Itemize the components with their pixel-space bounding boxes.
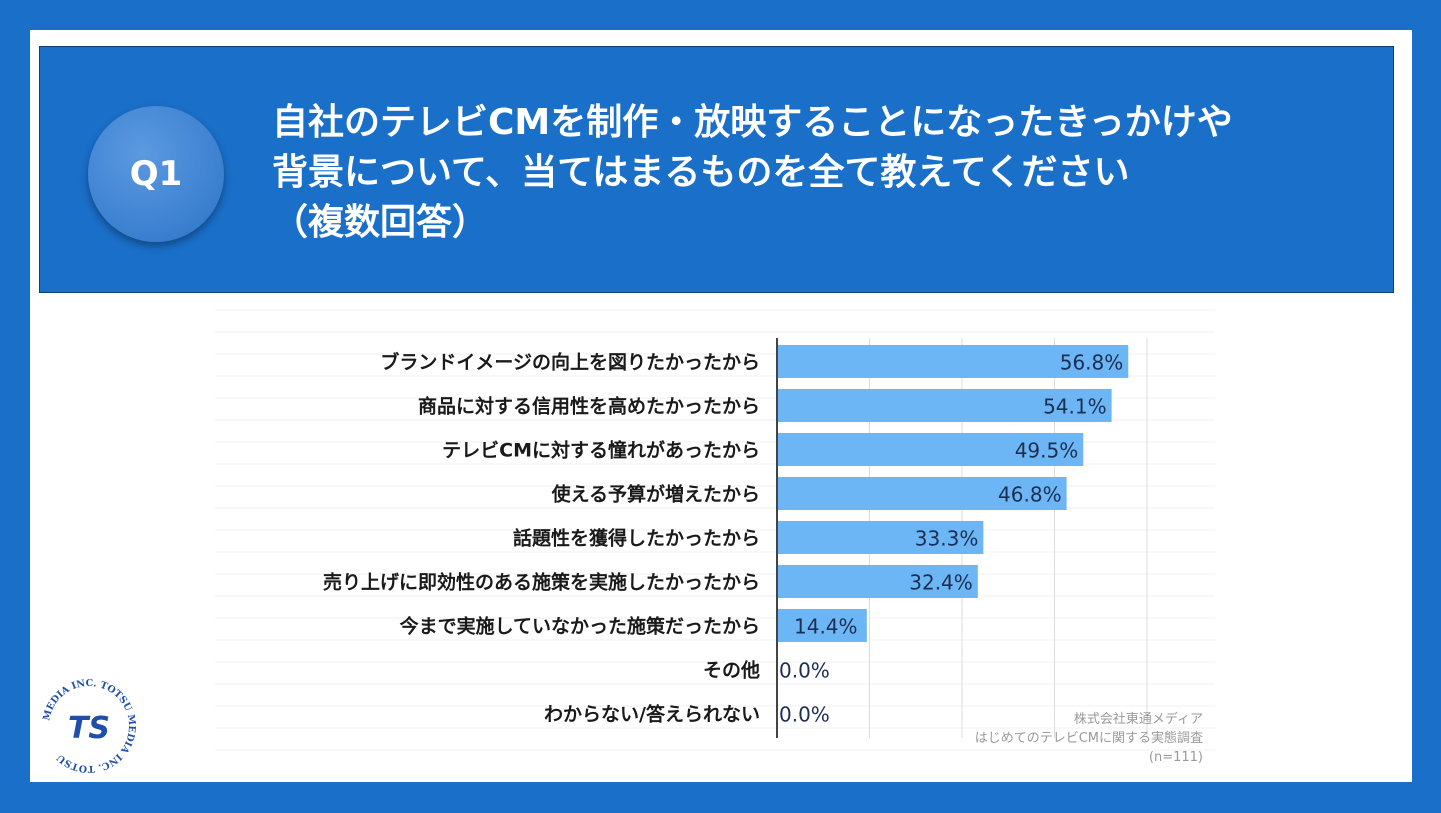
- category-label: わからない/答えられない: [544, 703, 760, 726]
- value-label: 14.4%: [794, 615, 858, 639]
- data-bar: [778, 389, 1112, 422]
- value-label: 56.8%: [1060, 351, 1124, 375]
- question-line-2: 背景について、当てはまるものを全て教えてください: [272, 152, 1130, 193]
- value-label: 0.0%: [779, 659, 830, 683]
- company-logo: MEDIA INC. TOTSU MEDIA INC. TOTSU TS: [41, 678, 137, 774]
- question-header: [39, 46, 1394, 293]
- question-line-3: （複数回答）: [272, 202, 489, 243]
- data-bar: [778, 565, 978, 598]
- category-label: その他: [703, 659, 760, 682]
- data-bar: [778, 609, 867, 642]
- value-label: 33.3%: [915, 527, 979, 551]
- data-bar: [778, 433, 1084, 466]
- category-label: 売り上げに即効性のある施策を実施したかったから: [323, 571, 760, 594]
- value-label: 49.5%: [1015, 439, 1079, 463]
- category-label: テレビCMに対する憧れがあったから: [442, 439, 760, 462]
- source-survey: はじめてのテレビCMに関する実態調査: [974, 731, 1203, 746]
- question-line-1: 自社のテレビCMを制作・放映することになったきっかけや: [272, 102, 1233, 143]
- value-label: 32.4%: [909, 571, 973, 595]
- source-company: 株式会社東通メディア: [1073, 712, 1203, 727]
- value-label: 0.0%: [779, 703, 830, 727]
- source-sample-size: (n=111): [1148, 750, 1203, 765]
- value-label: 54.1%: [1043, 395, 1107, 419]
- category-label: ブランドイメージの向上を図りたかったから: [380, 351, 760, 374]
- data-bar: [778, 521, 984, 554]
- source-note: 株式会社東通メディア はじめてのテレビCMに関する実態調査 (n=111): [975, 710, 1203, 767]
- category-label: 商品に対する信用性を高めたかったから: [418, 395, 760, 418]
- logo-mark: TS: [68, 711, 110, 746]
- data-bar: [778, 345, 1129, 378]
- category-label: 今まで実施していなかった施策だったから: [399, 615, 760, 638]
- data-bar: [778, 477, 1067, 510]
- category-label: 話題性を獲得したかったから: [513, 527, 760, 550]
- value-label: 46.8%: [998, 483, 1062, 507]
- question-text: 自社のテレビCMを制作・放映することになったきっかけや 背景について、当てはまる…: [272, 98, 1372, 248]
- question-number-badge: Q1: [88, 106, 224, 242]
- category-label: 使える予算が増えたから: [551, 483, 760, 506]
